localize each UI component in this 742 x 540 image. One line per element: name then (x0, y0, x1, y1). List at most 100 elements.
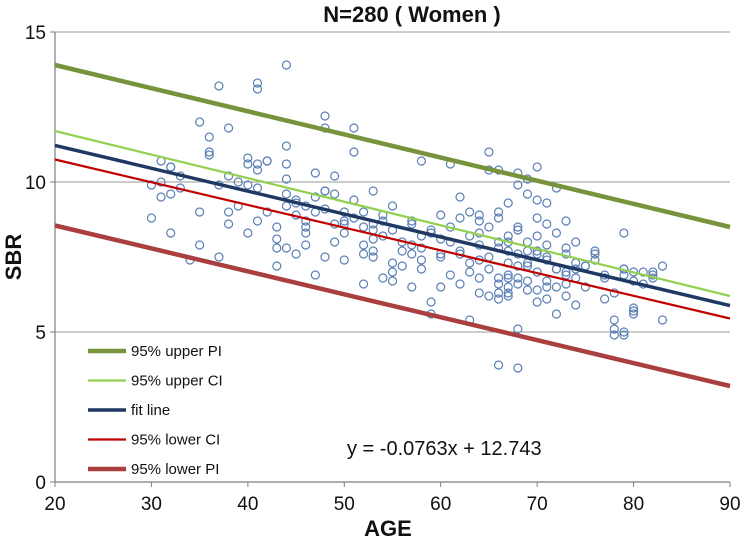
data-point (204, 150, 214, 160)
data-point (397, 261, 407, 271)
data-point (551, 309, 562, 319)
data-point (146, 213, 157, 223)
data-point (291, 249, 301, 259)
data-point (638, 267, 648, 277)
data-point (561, 216, 571, 226)
data-point (281, 159, 292, 169)
data-point (532, 246, 542, 256)
data-point (513, 225, 523, 235)
data-point (542, 294, 552, 304)
data-point (590, 246, 600, 256)
data-point (233, 177, 243, 187)
data-point (397, 246, 407, 256)
data-point (349, 123, 359, 133)
data-point (358, 240, 369, 250)
data-point (252, 165, 263, 175)
data-point (407, 216, 417, 226)
data-point (532, 162, 542, 172)
data-point (204, 147, 214, 157)
data-point (503, 291, 513, 301)
data-point (628, 306, 639, 316)
data-point (243, 180, 253, 190)
data-point (436, 252, 446, 262)
data-point (465, 258, 475, 268)
data-point (214, 81, 224, 91)
data-point (243, 153, 253, 163)
data-point (590, 249, 600, 259)
data-point (571, 237, 581, 247)
data-point (561, 243, 571, 253)
data-point (532, 249, 542, 259)
data-point (561, 291, 571, 301)
data-point (493, 273, 504, 283)
data-point (252, 78, 263, 88)
data-point (513, 324, 523, 334)
data-point (330, 171, 340, 181)
data-point (513, 279, 523, 289)
data-point (330, 189, 340, 199)
data-point (513, 222, 523, 232)
data-point (503, 282, 513, 292)
data-point (436, 210, 446, 220)
data-point (195, 117, 205, 127)
data-point (503, 231, 513, 241)
series-line-2 (54, 143, 731, 308)
data-point (551, 282, 562, 292)
legend-label-0: 95% upper PI (131, 343, 222, 360)
data-point (243, 228, 253, 238)
y-tick-label: 0 (35, 473, 46, 494)
data-point (484, 291, 494, 301)
data-point (156, 192, 166, 202)
data-point (252, 216, 263, 226)
data-point (493, 279, 504, 289)
data-point (455, 279, 465, 289)
x-tick-label: 80 (623, 494, 644, 515)
data-point (358, 279, 369, 289)
data-point (513, 273, 523, 283)
data-point (339, 228, 349, 238)
data-point (503, 198, 513, 208)
legend-label-4: 95% lower PI (131, 461, 219, 478)
data-point (416, 156, 427, 166)
x-tick-label: 90 (719, 494, 740, 515)
data-point (310, 192, 320, 202)
data-point (455, 192, 465, 202)
data-point (262, 156, 272, 166)
data-point (455, 213, 465, 223)
data-point (503, 273, 513, 283)
data-point (628, 303, 639, 313)
series-line-1 (54, 129, 731, 298)
data-point (349, 147, 359, 157)
data-point (368, 186, 378, 196)
data-point (657, 315, 668, 325)
data-point (619, 330, 629, 340)
data-point (445, 270, 455, 280)
data-point (310, 168, 320, 178)
data-point (407, 219, 417, 229)
data-point (252, 159, 263, 169)
data-point (339, 255, 349, 265)
data-point (301, 240, 311, 250)
data-point (301, 216, 311, 226)
regression-lines (54, 62, 731, 389)
data-point (262, 207, 272, 217)
data-point (195, 240, 205, 250)
data-point (416, 264, 427, 274)
legend-label-3: 95% lower CI (131, 432, 220, 449)
data-point (243, 159, 253, 169)
data-point (503, 288, 513, 298)
x-tick-label: 60 (430, 494, 451, 515)
data-point (320, 111, 330, 121)
data-point (532, 285, 542, 295)
data-point (609, 330, 619, 340)
data-point (542, 219, 552, 229)
data-point (407, 249, 417, 259)
data-point (474, 273, 484, 283)
series-line-4 (54, 223, 731, 389)
data-point (272, 222, 282, 232)
data-point (522, 189, 533, 199)
data-point (657, 261, 668, 271)
data-point (146, 180, 157, 190)
y-axis-title: SBR (1, 234, 26, 281)
data-point (503, 270, 513, 280)
